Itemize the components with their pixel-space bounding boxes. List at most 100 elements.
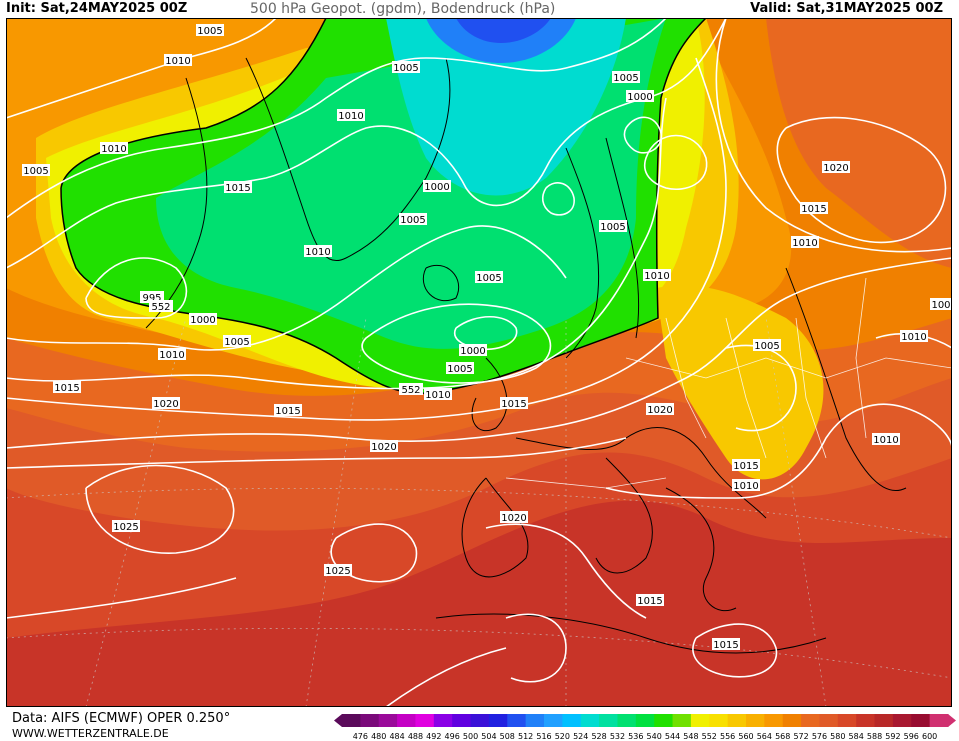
pressure-label: 1020 — [646, 403, 674, 416]
field-east-yellow — [656, 285, 824, 480]
footer-bar: Data: AIFS (ECMWF) OPER 0.250° WWW.WETTE… — [0, 708, 959, 741]
svg-text:1015: 1015 — [225, 183, 250, 194]
pressure-label: 1010 — [158, 348, 186, 361]
pressure-label: 1015 — [274, 404, 302, 417]
legend-tick-label: 560 — [738, 732, 753, 741]
init-time-label: Init: Sat,24MAY2025 00Z — [6, 1, 188, 16]
legend-tick-label: 480 — [371, 732, 386, 741]
svg-text:1005: 1005 — [23, 166, 48, 177]
svg-text:1005: 1005 — [447, 364, 472, 375]
legend-swatch — [488, 714, 508, 727]
svg-text:1005: 1005 — [197, 26, 222, 37]
legend-swatch — [544, 714, 563, 727]
legend-swatch — [690, 714, 710, 727]
legend-swatch — [580, 714, 600, 727]
legend-tick-label: 576 — [812, 732, 827, 741]
pressure-label: 1020 — [152, 397, 180, 410]
pressure-label: 1025 — [112, 520, 140, 533]
svg-text:552: 552 — [151, 302, 170, 313]
graticule — [6, 317, 952, 707]
legend-swatch — [801, 714, 820, 727]
pressure-label: 1005 — [392, 61, 420, 74]
pressure-labels: 1010 1005 1005 1010 1005 1000 1010 1015 … — [22, 24, 952, 651]
legend-swatch — [415, 714, 435, 727]
color-legend: 476 480 484 488 492 496 500 504 508 512 516 520 524 5… — [334, 714, 956, 741]
svg-text:1015: 1015 — [801, 204, 826, 215]
legend-swatch — [617, 714, 637, 727]
legend-swatch — [764, 714, 784, 727]
legend-tick-label: 600 — [922, 732, 937, 741]
legend-tick-label: 536 — [628, 732, 643, 741]
legend-swatch — [360, 714, 380, 727]
legend-tick-label: 592 — [885, 732, 900, 741]
svg-text:1010: 1010 — [644, 271, 669, 282]
pressure-label: 1005 — [196, 24, 224, 37]
legend-tick-label: 552 — [702, 732, 717, 741]
legend-tick-label: 532 — [610, 732, 625, 741]
pressure-label: 1010 — [100, 142, 128, 155]
legend-tick-label: 528 — [591, 732, 606, 741]
legend-swatch — [672, 714, 692, 727]
legend-tick-label: 568 — [775, 732, 790, 741]
pressure-label: 1005 — [599, 220, 627, 233]
svg-text:1010: 1010 — [305, 247, 330, 258]
svg-text:1010: 1010 — [792, 238, 817, 249]
svg-text:1010: 1010 — [338, 111, 363, 122]
legend-swatch — [635, 714, 655, 727]
svg-text:1015: 1015 — [275, 406, 300, 417]
map-title: 500 hPa Geopot. (gpdm), Bodendruck (hPa) — [250, 1, 556, 17]
data-source-label: Data: AIFS (ECMWF) OPER 0.250° — [12, 711, 231, 726]
pressure-label: 1000 — [189, 313, 217, 326]
coastlines — [145, 57, 907, 654]
svg-text:1015: 1015 — [637, 596, 662, 607]
svg-text:1000: 1000 — [424, 182, 449, 193]
pressure-label: 1000 — [423, 180, 451, 193]
legend-swatch — [874, 714, 894, 727]
legend-swatch — [433, 714, 453, 727]
svg-text:1020: 1020 — [823, 163, 848, 174]
height-label: 552 — [149, 300, 173, 313]
legend-tick-label: 500 — [463, 732, 478, 741]
pressure-label: 1010 — [791, 236, 819, 249]
legend-tick-label: 504 — [481, 732, 496, 741]
pressure-label: 1010 — [164, 54, 192, 67]
field-blue-dark — [456, 18, 551, 43]
svg-text:1000: 1000 — [460, 346, 485, 357]
pressure-label: 1010 — [337, 109, 365, 122]
legend-tick-label: 540 — [647, 732, 662, 741]
svg-text:1010: 1010 — [159, 350, 184, 361]
legend-tick-label: 508 — [500, 732, 515, 741]
legend-tick-label: 488 — [408, 732, 423, 741]
legend-swatch — [709, 714, 729, 727]
pressure-label: 1000 — [626, 90, 654, 103]
pressure-label: 1010 — [304, 245, 332, 258]
svg-text:1010: 1010 — [733, 481, 758, 492]
pressure-label: 1010 — [732, 479, 760, 492]
svg-text:1005: 1005 — [400, 215, 425, 226]
legend-swatch — [819, 714, 839, 727]
legend-tick-label: 544 — [665, 732, 680, 741]
legend-tick-label: 512 — [518, 732, 533, 741]
pressure-label: 1005 — [612, 71, 640, 84]
legend-tick-label: 572 — [793, 732, 808, 741]
legend-tick-label: 520 — [555, 732, 570, 741]
legend-tick-label: 516 — [536, 732, 551, 741]
pressure-label: 1015 — [224, 181, 252, 194]
legend-arrow-left — [334, 714, 342, 727]
pressure-label: 1015 — [500, 397, 528, 410]
legend-swatch — [911, 714, 931, 727]
valid-time-label: Valid: Sat,31MAY2025 00Z — [750, 1, 943, 16]
legend-swatch — [929, 714, 949, 727]
isobars — [6, 18, 952, 707]
legend-tick-label: 556 — [720, 732, 735, 741]
svg-text:1010: 1010 — [425, 390, 450, 401]
legend-swatch — [654, 714, 674, 727]
legend-swatch — [470, 714, 490, 727]
pressure-label: 1010 — [424, 388, 452, 401]
svg-text:1025: 1025 — [113, 522, 138, 533]
pressure-label: 1015 — [732, 459, 760, 472]
svg-text:1005: 1005 — [224, 337, 249, 348]
svg-text:1005: 1005 — [476, 273, 501, 284]
pressure-label: 1000 — [459, 344, 487, 357]
svg-text:1010: 1010 — [165, 56, 190, 67]
